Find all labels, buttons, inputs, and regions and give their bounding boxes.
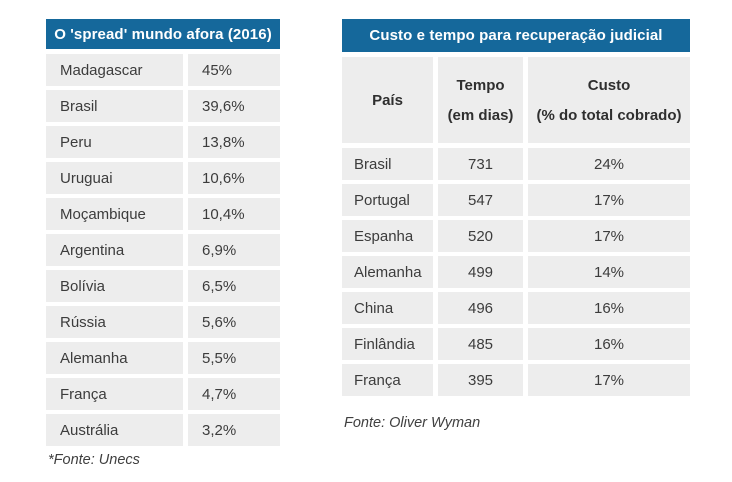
time-cell: 547 [438,184,523,216]
table-row: Austrália 3,2% [46,414,280,446]
recovery-table-source: Fonte: Oliver Wyman [344,415,481,431]
cost-cell: 16% [528,292,690,324]
country-cell: Rússia [46,306,183,338]
recovery-table-title: Custo e tempo para recuperação judicial [342,19,690,52]
cost-column-header: Custo (% do total cobrado) [528,57,690,143]
spread-value-cell: 45% [188,54,280,86]
cost-cell: 16% [528,328,690,360]
time-cell: 731 [438,148,523,180]
country-cell: Uruguai [46,162,183,194]
country-cell: Peru [46,126,183,158]
table-row: Alemanha 5,5% [46,342,280,374]
spread-value-cell: 5,6% [188,306,280,338]
table-row: Bolívia 6,5% [46,270,280,302]
table-row: Espanha 520 17% [342,220,690,252]
country-cell: Austrália [46,414,183,446]
recovery-table-rows: Brasil 731 24% Portugal 547 17% Espanha … [342,148,690,396]
spread-value-cell: 39,6% [188,90,280,122]
spread-value-cell: 6,9% [188,234,280,266]
cost-cell: 17% [528,220,690,252]
time-cell: 520 [438,220,523,252]
table-row: Rússia 5,6% [46,306,280,338]
spread-value-cell: 10,6% [188,162,280,194]
time-cell: 485 [438,328,523,360]
spread-table-title: O 'spread' mundo afora (2016) [46,19,280,49]
table-row: Argentina 6,9% [46,234,280,266]
table-row: Moçambique 10,4% [46,198,280,230]
spread-value-cell: 3,2% [188,414,280,446]
cost-cell: 17% [528,364,690,396]
country-cell: Bolívia [46,270,183,302]
spread-table-rows: Madagascar 45% Brasil 39,6% Peru 13,8% U… [46,54,280,446]
spread-value-cell: 4,7% [188,378,280,410]
country-cell: Madagascar [46,54,183,86]
table-row: Madagascar 45% [46,54,280,86]
cost-cell: 24% [528,148,690,180]
spread-value-cell: 10,4% [188,198,280,230]
table-row: China 496 16% [342,292,690,324]
table-row: Brasil 731 24% [342,148,690,180]
spread-table-source: *Fonte: Unecs [48,452,140,468]
spread-table: O 'spread' mundo afora (2016) Madagascar… [46,19,280,468]
spread-value-cell: 13,8% [188,126,280,158]
country-column-label: País [372,91,403,109]
time-cell: 499 [438,256,523,288]
spread-value-cell: 5,5% [188,342,280,374]
time-cell: 496 [438,292,523,324]
table-row: Brasil 39,6% [46,90,280,122]
country-cell: Alemanha [342,256,433,288]
recovery-table: Custo e tempo para recuperação judicial … [342,19,690,431]
country-cell: França [46,378,183,410]
recovery-table-column-headers: País Tempo (em dias) Custo (% do total c… [342,57,690,143]
country-cell: Moçambique [46,198,183,230]
table-row: Alemanha 499 14% [342,256,690,288]
country-cell: Alemanha [46,342,183,374]
country-column-header: País [342,57,433,143]
table-row: Uruguai 10,6% [46,162,280,194]
country-cell: Brasil [342,148,433,180]
time-column-unit: (em dias) [447,106,514,124]
country-cell: Espanha [342,220,433,252]
table-row: Peru 13,8% [46,126,280,158]
table-row: França 395 17% [342,364,690,396]
country-cell: Argentina [46,234,183,266]
table-row: França 4,7% [46,378,280,410]
cost-cell: 14% [528,256,690,288]
spread-value-cell: 6,5% [188,270,280,302]
cost-column-label: Custo [587,76,631,94]
country-cell: China [342,292,433,324]
time-column-header: Tempo (em dias) [438,57,523,143]
country-cell: Portugal [342,184,433,216]
time-cell: 395 [438,364,523,396]
time-column-label: Tempo [456,76,505,94]
cost-column-unit: (% do total cobrado) [536,106,682,124]
country-cell: Finlândia [342,328,433,360]
table-row: Finlândia 485 16% [342,328,690,360]
table-row: Portugal 547 17% [342,184,690,216]
country-cell: França [342,364,433,396]
country-cell: Brasil [46,90,183,122]
cost-cell: 17% [528,184,690,216]
